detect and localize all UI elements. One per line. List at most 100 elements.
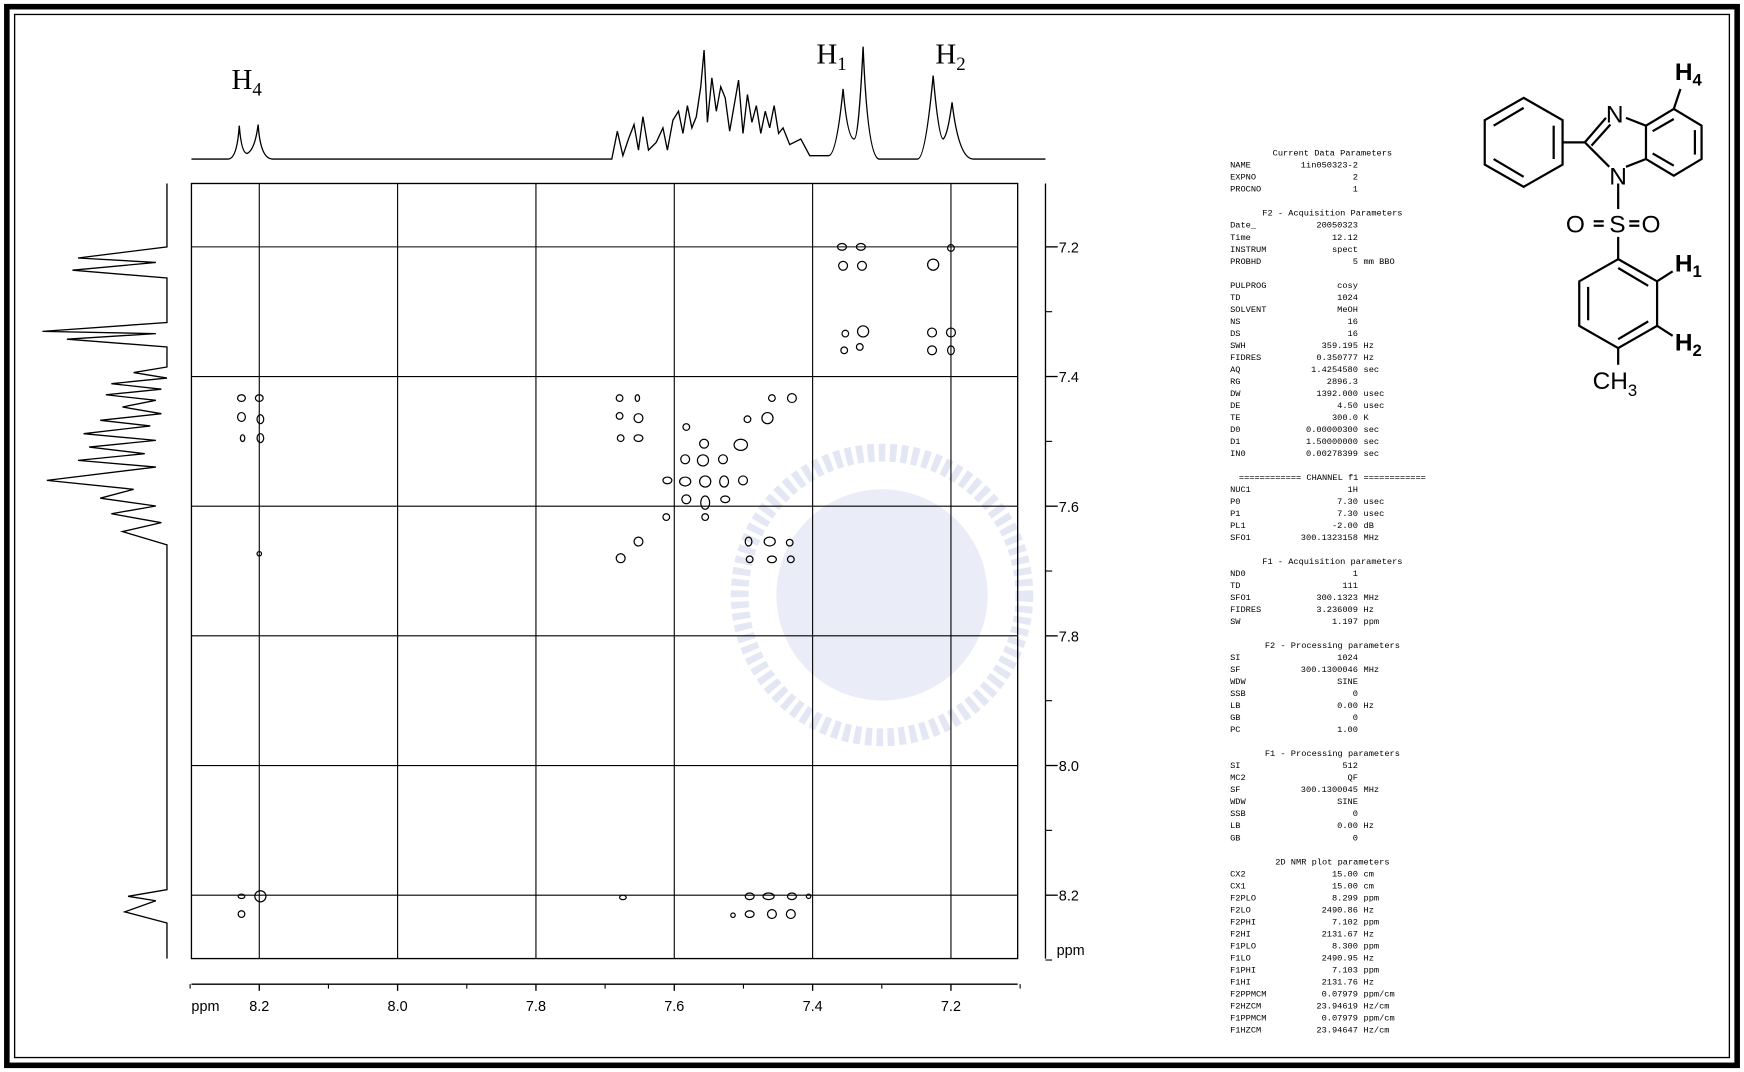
param-name: TD <box>1230 581 1240 591</box>
param-name: ND0 <box>1230 569 1246 579</box>
param-name: F2PHI <box>1230 917 1256 927</box>
param-name: D0 <box>1230 425 1240 435</box>
param-name: INSTRUM <box>1230 245 1266 255</box>
atom-label: N <box>1606 101 1624 128</box>
param-value: 8.300 <box>1332 941 1358 951</box>
param-name: F2LO <box>1230 905 1251 915</box>
peak-label-sub: 4 <box>252 80 262 101</box>
param-name: SF <box>1230 785 1240 795</box>
param-name: Date_ <box>1230 221 1257 231</box>
param-name: WDW <box>1230 677 1246 687</box>
param-name: GB <box>1230 713 1240 723</box>
atom-label: O <box>1642 211 1661 238</box>
f2-tick-label: 7.6 <box>664 999 684 1015</box>
param-value: 1024 <box>1337 653 1358 663</box>
param-unit: dB <box>1364 521 1374 531</box>
param-unit: Hz/cm <box>1364 1001 1390 1011</box>
param-value: 0.07979 <box>1322 989 1358 999</box>
param-name: SI <box>1230 653 1240 663</box>
peak-label-base: H <box>231 64 252 96</box>
param-name: TE <box>1230 413 1240 423</box>
param-name: SF <box>1230 665 1240 675</box>
param-name: IN0 <box>1230 449 1246 459</box>
param-value: 1in050323-2 <box>1301 161 1358 171</box>
param-unit: Hz <box>1364 953 1374 963</box>
param-unit: mm BBO <box>1364 257 1395 267</box>
param-unit: usec <box>1364 497 1385 507</box>
param-value: 300.0 <box>1332 413 1358 423</box>
h-sub: 4 <box>1693 71 1703 90</box>
param-name: F1HZCM <box>1230 1025 1261 1035</box>
param-name: AQ <box>1230 365 1240 375</box>
atom-label: N <box>1609 164 1627 191</box>
param-name: DW <box>1230 389 1241 399</box>
param-value: MeOH <box>1337 305 1358 315</box>
param-value: 359.195 <box>1322 341 1358 351</box>
param-value: 3.236009 <box>1316 605 1358 615</box>
peak-label-sub: 2 <box>956 54 965 75</box>
param-unit: cm <box>1364 869 1374 879</box>
param-value: 300.1323158 <box>1301 533 1358 543</box>
param-value: 1.197 <box>1332 617 1358 627</box>
param-unit: MHz <box>1364 533 1380 543</box>
param-name: PROCNO <box>1230 185 1261 195</box>
f1-tick-label: 7.8 <box>1059 629 1079 645</box>
peak-label-sub: 1 <box>837 54 846 75</box>
param-value: 512 <box>1342 761 1358 771</box>
inner-frame <box>13 13 1731 1059</box>
param-value: 1.00 <box>1337 725 1358 735</box>
param-value: 1024 <box>1337 293 1358 303</box>
param-name: P0 <box>1230 497 1240 507</box>
param-unit: usec <box>1364 401 1385 411</box>
param-value: spect <box>1332 245 1358 255</box>
atom-label: S <box>1609 211 1625 238</box>
param-name: DS <box>1230 329 1240 339</box>
param-name: SFO1 <box>1230 533 1251 543</box>
f1-axis-unit: ppm <box>1057 943 1085 959</box>
param-name: P1 <box>1230 509 1240 519</box>
f2-axis-unit: ppm <box>191 999 219 1015</box>
section-title: F2 - Processing parameters <box>1265 641 1400 651</box>
param-unit: Hz <box>1364 341 1374 351</box>
param-unit: ppm/cm <box>1364 1013 1395 1023</box>
section-title: F1 - Acquisition parameters <box>1262 557 1402 567</box>
peak-label: H2 <box>935 38 965 75</box>
param-value: SINE <box>1337 797 1358 807</box>
param-value: 0 <box>1353 833 1358 843</box>
param-value: 1H <box>1348 485 1358 495</box>
param-name: F2HI <box>1230 929 1251 939</box>
param-value: 4.50 <box>1337 401 1358 411</box>
param-name: NUC1 <box>1230 485 1251 495</box>
param-unit: ppm <box>1364 893 1380 903</box>
param-name: Time <box>1230 233 1251 243</box>
param-name: SSB <box>1230 809 1246 819</box>
param-name: GB <box>1230 833 1240 843</box>
param-name: RG <box>1230 377 1240 387</box>
param-unit: ppm <box>1364 965 1380 975</box>
param-name: EXPNO <box>1230 173 1256 183</box>
f1-tick-label: 7.2 <box>1059 240 1079 256</box>
param-value: 2 <box>1353 173 1358 183</box>
f1-tick-label: 7.6 <box>1059 500 1079 516</box>
param-unit: MHz <box>1364 785 1380 795</box>
param-unit: K <box>1364 413 1370 423</box>
param-value: 300.1300045 <box>1301 785 1358 795</box>
param-unit: MHz <box>1364 593 1380 603</box>
param-unit: Hz <box>1364 353 1374 363</box>
param-value: 16 <box>1348 317 1358 327</box>
param-value: QF <box>1348 773 1358 783</box>
param-value: 300.1300046 <box>1301 665 1358 675</box>
param-value: 300.1323 <box>1316 593 1358 603</box>
param-value: 1.50000000 <box>1306 437 1358 447</box>
param-name: FIDRES <box>1230 605 1261 615</box>
param-value: 1 <box>1353 185 1358 195</box>
left-projection <box>42 183 168 959</box>
param-value: 0.350777 <box>1316 353 1358 363</box>
param-value: cosy <box>1337 281 1358 291</box>
param-value: 0.07979 <box>1322 1013 1358 1023</box>
peak-label: H4 <box>231 64 262 101</box>
f2-tick-label: 7.4 <box>803 999 823 1015</box>
param-value: 7.103 <box>1332 965 1358 975</box>
atom-sub: 3 <box>1628 381 1637 400</box>
